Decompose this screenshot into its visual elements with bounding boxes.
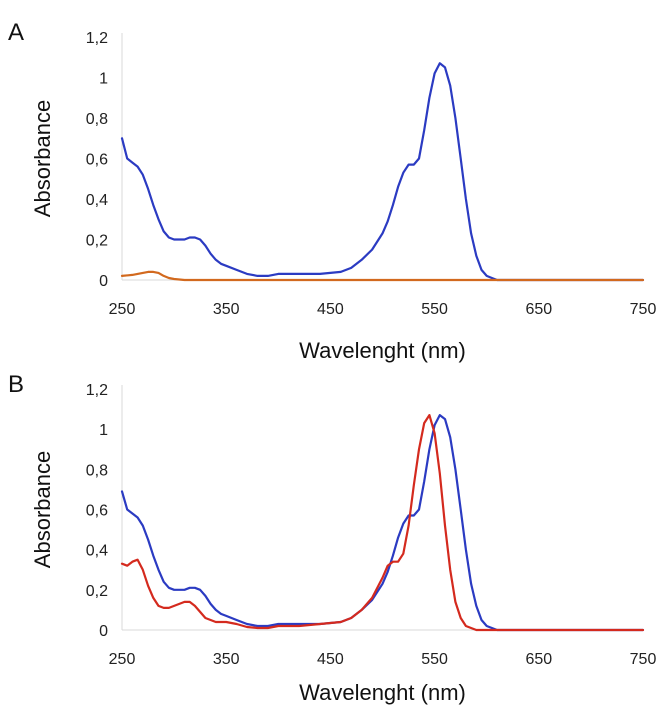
y-tick-label: 0,6 bbox=[86, 503, 108, 520]
x-tick-label: 550 bbox=[421, 651, 448, 668]
y-axis-title: Absorbance bbox=[30, 100, 55, 217]
y-tick-label: 0,4 bbox=[86, 543, 108, 560]
series-line-2 bbox=[120, 414, 645, 632]
panel-letter: A bbox=[8, 19, 24, 46]
y-tick-label: 0,6 bbox=[86, 152, 108, 169]
y-tick-label: 0,4 bbox=[86, 192, 108, 209]
y-tick-label: 0 bbox=[99, 273, 108, 290]
x-tick-label: 450 bbox=[317, 301, 344, 318]
x-tick-label: 750 bbox=[630, 651, 657, 668]
x-axis-title: Wavelenght (nm) bbox=[299, 680, 466, 705]
y-tick-label: 0,8 bbox=[86, 111, 108, 128]
series-line-1 bbox=[120, 62, 645, 282]
y-tick-label: 0,2 bbox=[86, 233, 108, 250]
panel-letter: B bbox=[8, 371, 24, 398]
y-tick-label: 1 bbox=[99, 71, 108, 88]
x-tick-label: 250 bbox=[109, 301, 136, 318]
y-tick-label: 0,2 bbox=[86, 583, 108, 600]
x-tick-label: 650 bbox=[525, 651, 552, 668]
y-tick-label: 0 bbox=[99, 623, 108, 640]
x-tick-label: 250 bbox=[109, 651, 136, 668]
y-tick-label: 1 bbox=[99, 422, 108, 439]
panel-a: A 0 0,2 0,4 0,6 0,8 1 1,2 250 350 450 550 650 750 Wave… bbox=[8, 19, 656, 363]
series-line-2 bbox=[120, 270, 645, 282]
x-tick-label: 350 bbox=[213, 651, 240, 668]
x-axis-title: Wavelenght (nm) bbox=[299, 338, 466, 363]
x-tick-label: 650 bbox=[525, 301, 552, 318]
y-tick-label: 0,8 bbox=[86, 462, 108, 479]
y-tick-label: 1,2 bbox=[86, 30, 108, 47]
x-tick-label: 350 bbox=[213, 301, 240, 318]
x-tick-label: 450 bbox=[317, 651, 344, 668]
panel-b: B 0 0,2 0,4 0,6 0,8 1 1,2 250 350 450 550 650 750 Wave… bbox=[8, 371, 656, 705]
y-tick-label: 1,2 bbox=[86, 382, 108, 399]
x-tick-label: 550 bbox=[421, 301, 448, 318]
y-axis-title: Absorbance bbox=[30, 451, 55, 568]
x-tick-label: 750 bbox=[630, 301, 657, 318]
